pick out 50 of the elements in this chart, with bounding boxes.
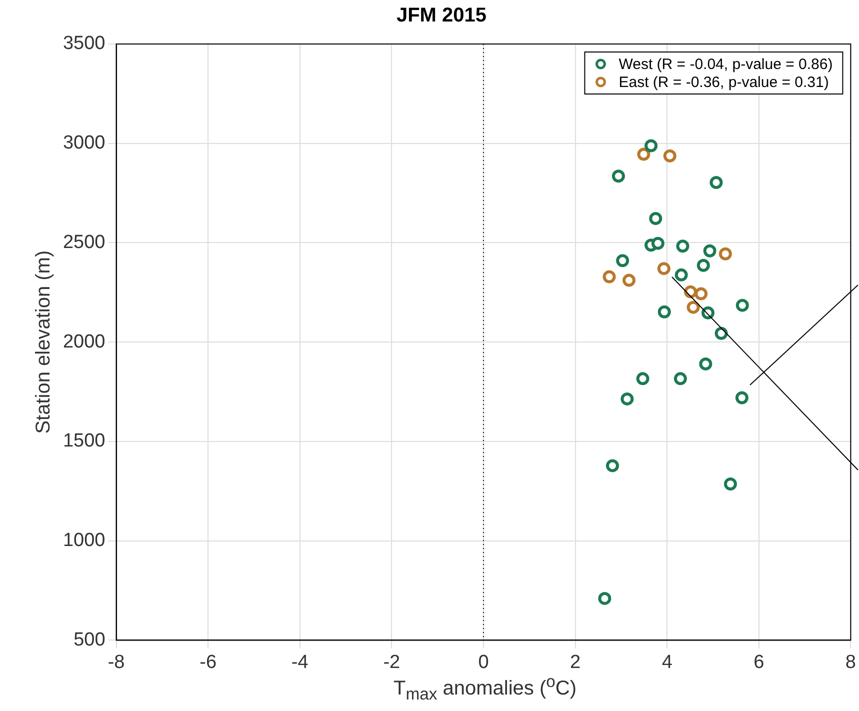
y-tick-label: 1500 bbox=[62, 430, 106, 452]
y-tick-label: 500 bbox=[74, 629, 106, 650]
legend-label: West (R = -0.04, p-value = 0.86) bbox=[618, 56, 833, 74]
y-tick-label: 3500 bbox=[62, 33, 106, 54]
point bbox=[663, 149, 676, 162]
x-tick-label: -8 bbox=[108, 652, 125, 673]
point bbox=[736, 298, 749, 312]
point bbox=[602, 270, 616, 284]
point bbox=[674, 268, 688, 282]
point bbox=[696, 258, 710, 272]
point bbox=[658, 305, 671, 318]
x-tick-label: 8 bbox=[845, 652, 856, 673]
point bbox=[651, 236, 664, 250]
point bbox=[657, 262, 670, 276]
point bbox=[676, 240, 690, 253]
point bbox=[606, 459, 619, 472]
y-tick-label: 3000 bbox=[62, 132, 106, 154]
point bbox=[674, 372, 687, 386]
point bbox=[735, 391, 748, 404]
x-tick-label: 0 bbox=[478, 652, 489, 673]
x-tick-label: 2 bbox=[570, 652, 581, 673]
x-tick-label: 4 bbox=[662, 652, 673, 673]
x-tick-label: -6 bbox=[200, 652, 217, 673]
point bbox=[612, 170, 625, 183]
y-tick-label: 1000 bbox=[62, 530, 106, 552]
x-axis-title: T$_{max}$ anomalies ($^{o}$C) bbox=[392, 672, 578, 705]
y-axis-title: Station elevation (m) bbox=[32, 250, 55, 434]
point bbox=[622, 274, 636, 287]
point bbox=[644, 139, 658, 152]
point bbox=[724, 477, 737, 490]
point bbox=[718, 247, 732, 260]
point bbox=[703, 244, 716, 258]
x-tick-label: -4 bbox=[291, 652, 309, 673]
legend-label: East (R = -0.36, p-value = 0.31) bbox=[618, 74, 829, 92]
point bbox=[649, 212, 662, 225]
point bbox=[616, 254, 630, 268]
y-tick-label: 2500 bbox=[62, 232, 106, 253]
point bbox=[686, 300, 700, 314]
x-tick-label: 6 bbox=[754, 652, 764, 673]
y-tick-label: 2000 bbox=[62, 331, 106, 352]
chart-title: JFM 2015 bbox=[396, 4, 487, 27]
point bbox=[710, 176, 723, 190]
point bbox=[637, 148, 650, 161]
point bbox=[699, 357, 712, 370]
point bbox=[636, 372, 650, 386]
point bbox=[620, 392, 634, 406]
point bbox=[694, 287, 708, 300]
x-tick-label: -2 bbox=[383, 652, 400, 673]
point bbox=[598, 592, 612, 605]
point bbox=[714, 326, 728, 340]
